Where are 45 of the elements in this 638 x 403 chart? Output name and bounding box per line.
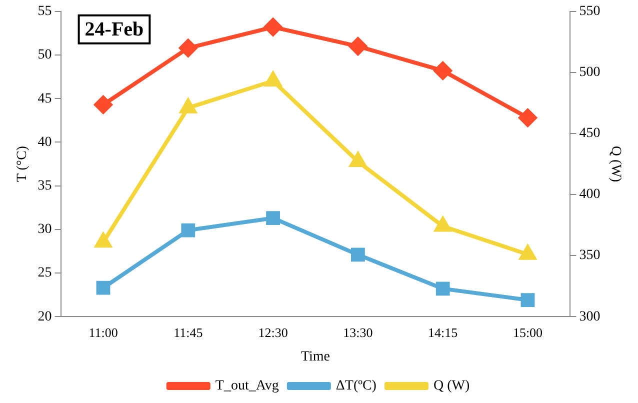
- x-tick-label: 11:00: [88, 324, 118, 340]
- y2-tick-label: 400: [579, 187, 600, 202]
- point: [266, 211, 280, 226]
- x-tick-label: 11:45: [174, 324, 203, 340]
- point: [94, 96, 112, 114]
- y-tick-label: 40: [38, 134, 52, 150]
- point: [264, 18, 282, 36]
- legend-label: Q (W): [433, 378, 470, 394]
- x-tick-label: 12:30: [258, 324, 288, 340]
- legend-label: T_out_Avg: [215, 378, 279, 394]
- point: [436, 282, 450, 296]
- point: [181, 223, 196, 238]
- legend-label: ΔT(ºC): [336, 378, 377, 394]
- point: [264, 72, 282, 86]
- point: [434, 62, 452, 80]
- y-tick-label: 35: [38, 178, 52, 194]
- x-tick-label: 15:00: [512, 324, 543, 340]
- point: [95, 233, 112, 248]
- x-axis-title: Time: [300, 349, 330, 364]
- y2-tick-label: 450: [579, 126, 600, 142]
- y-tick-label: 20: [38, 309, 52, 324]
- point: [179, 39, 198, 58]
- y-tick-label: 50: [38, 48, 52, 63]
- y2-axis-title: Q (W): [608, 146, 623, 182]
- y-tick-label: 45: [38, 91, 52, 106]
- y-tick-label: 25: [38, 266, 52, 281]
- point: [520, 293, 535, 307]
- y-tick-label: 30: [38, 222, 52, 238]
- point: [351, 248, 365, 262]
- chart-title: 24-Feb: [84, 18, 144, 41]
- point: [434, 217, 451, 232]
- point: [518, 108, 537, 127]
- y2-tick-label: 500: [579, 65, 600, 80]
- point: [520, 245, 536, 260]
- y2-tick-label: 550: [579, 4, 600, 20]
- point: [180, 98, 196, 114]
- x-tick-label: 13:30: [343, 324, 373, 340]
- y2-tick-label: 300: [579, 309, 600, 324]
- point: [348, 37, 367, 56]
- x-tick-label: 14:15: [428, 324, 458, 340]
- point: [96, 280, 110, 295]
- y-axis-title: T (°C): [15, 146, 30, 182]
- y2-tick-label: 350: [579, 248, 600, 264]
- y-tick-label: 55: [38, 4, 52, 20]
- point: [350, 152, 366, 168]
